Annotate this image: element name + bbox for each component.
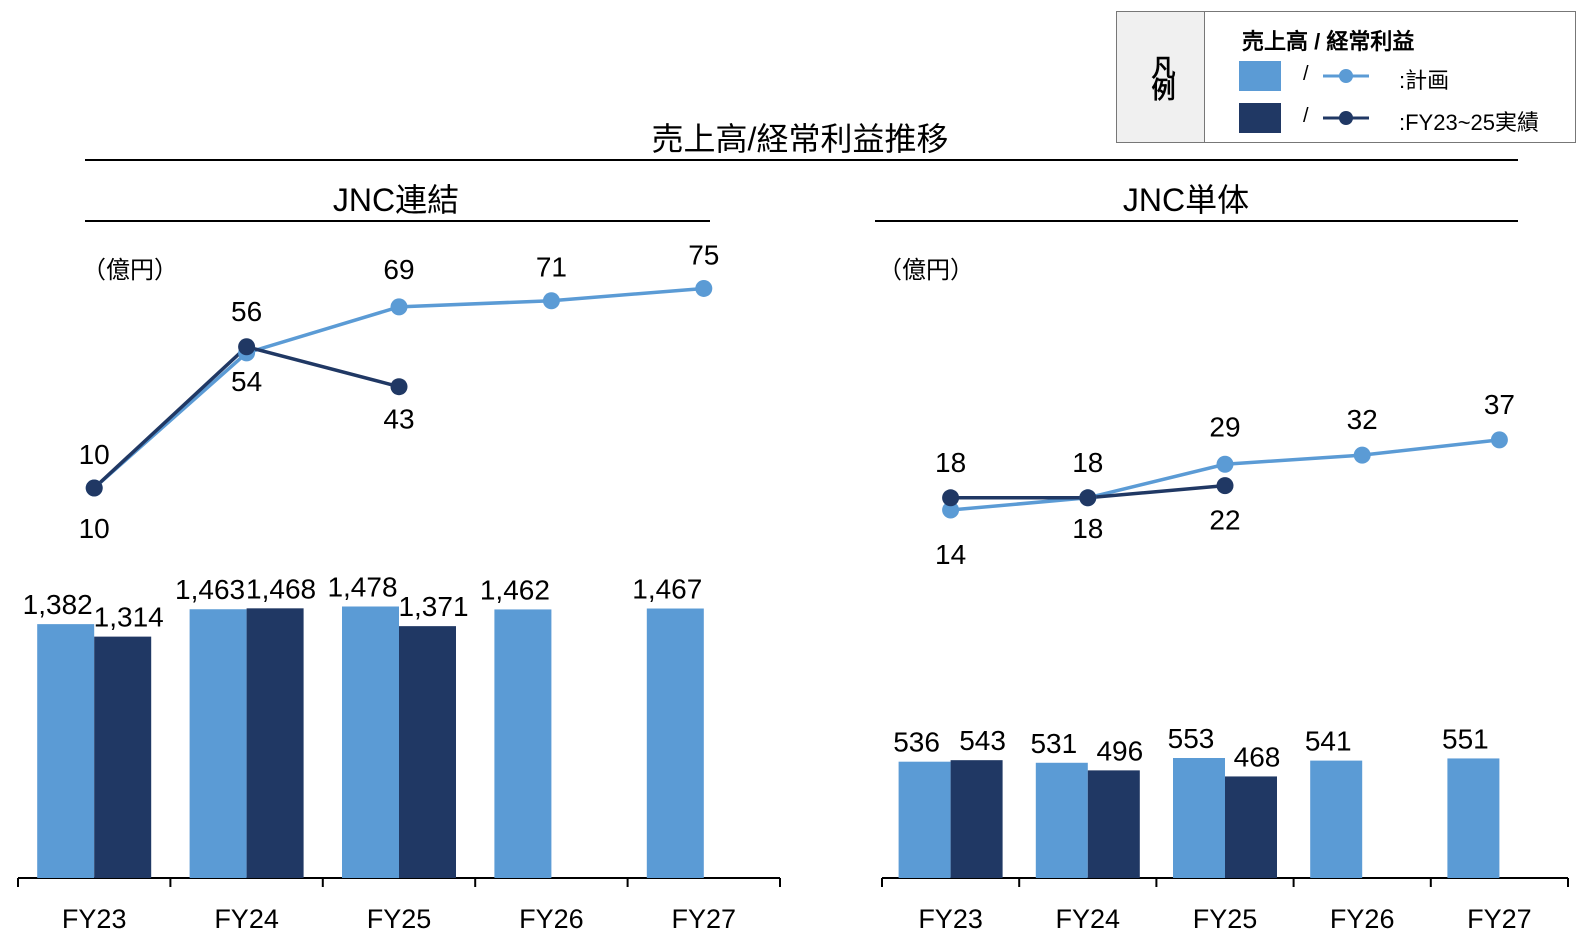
line-data-label: 18 <box>1072 513 1103 544</box>
legend-actual-bar-swatch <box>1239 103 1281 133</box>
line-data-label: 32 <box>1347 404 1378 435</box>
bar <box>189 609 247 878</box>
line-point <box>85 479 103 497</box>
bar <box>246 608 304 878</box>
bar <box>399 626 456 878</box>
line-point <box>1079 489 1097 507</box>
x-tick-label: FY26 <box>519 904 584 934</box>
x-tick-label: FY25 <box>367 904 432 934</box>
line-data-label: 18 <box>1072 447 1103 478</box>
bar <box>1173 757 1225 878</box>
main-title: 売上高/経常利益推移 <box>652 121 949 157</box>
line-data-label: 18 <box>935 447 966 478</box>
line-data-label: 54 <box>231 366 262 397</box>
x-tick-label: FY27 <box>1467 904 1532 934</box>
x-tick-label: FY24 <box>1056 904 1121 934</box>
x-tick-label: FY23 <box>918 904 983 934</box>
bar-data-label: 1,371 <box>398 591 468 622</box>
line-data-label: 69 <box>383 254 414 285</box>
x-tick-label: FY23 <box>62 904 127 934</box>
x-tick-label: FY25 <box>1193 904 1258 934</box>
bar-data-label: 541 <box>1305 726 1352 757</box>
line-point <box>942 489 960 507</box>
bar <box>342 606 399 878</box>
legend-row-plan: / :計画 <box>1239 59 1569 93</box>
line-point <box>1490 431 1508 449</box>
line-point <box>390 378 408 396</box>
line-point <box>238 338 256 356</box>
bar-data-label: 543 <box>959 725 1006 756</box>
line-point <box>390 298 408 316</box>
legend-header: 凡例 <box>1117 12 1205 142</box>
line-data-label: 22 <box>1209 505 1240 536</box>
bar <box>1447 758 1500 878</box>
bar-data-label: 1,467 <box>632 574 702 605</box>
legend-actual-line-swatch <box>1323 111 1369 125</box>
line-data-label: 37 <box>1484 389 1515 420</box>
unit-label: （億円） <box>82 257 178 284</box>
legend-header-text: 凡例 <box>1147 55 1174 99</box>
panel-title: JNC単体 <box>1123 182 1249 218</box>
bar <box>37 624 95 878</box>
bar-data-label: 1,382 <box>23 589 93 620</box>
bar <box>1035 762 1088 878</box>
legend-separator: / <box>1303 63 1309 85</box>
line-point <box>1216 477 1234 495</box>
line-point <box>1216 455 1234 473</box>
bar-data-label: 536 <box>893 727 940 758</box>
legend-separator: / <box>1303 105 1309 127</box>
panel-title: JNC連結 <box>333 182 459 218</box>
line-data-label: 75 <box>688 239 719 270</box>
bar-data-label: 531 <box>1030 728 1077 759</box>
legend-row-actual: / :FY23~25実績 <box>1239 101 1569 135</box>
bar <box>1225 776 1277 878</box>
bar-data-label: 551 <box>1442 723 1489 754</box>
bar <box>1310 760 1363 878</box>
bar-data-label: 1,314 <box>94 602 164 633</box>
bar <box>898 761 951 878</box>
bar-data-label: 1,462 <box>480 574 550 605</box>
unit-label: （億円） <box>878 257 974 284</box>
line-point <box>942 501 960 519</box>
bar-data-label: 553 <box>1168 723 1215 754</box>
legend-actual-label: :FY23~25実績 <box>1399 110 1540 135</box>
bar-data-label: 1,468 <box>246 573 316 604</box>
line-point <box>695 279 713 297</box>
legend-plan-label: :計画 <box>1399 68 1450 93</box>
line-data-label: 56 <box>231 296 262 327</box>
x-tick-label: FY24 <box>214 904 279 934</box>
bar <box>646 608 704 878</box>
legend-plan-line-swatch <box>1323 69 1369 83</box>
line-data-label: 14 <box>935 539 966 570</box>
line-point <box>1353 446 1371 464</box>
x-tick-label: FY27 <box>672 904 737 934</box>
bar <box>950 760 1003 878</box>
bar <box>1087 770 1140 878</box>
line-data-label: 29 <box>1209 411 1240 442</box>
line-data-label: 10 <box>79 513 110 544</box>
bar <box>94 636 152 878</box>
legend-title: 売上高 / 経常利益 <box>1242 29 1415 54</box>
line-data-label: 71 <box>536 252 567 283</box>
x-tick-label: FY26 <box>1330 904 1395 934</box>
legend: 凡例 売上高 / 経常利益 / :計画 / :FY23~25実績 <box>1116 11 1576 143</box>
bar <box>494 609 552 878</box>
bar-data-label: 496 <box>1096 735 1143 766</box>
bar-data-label: 1,463 <box>175 574 245 605</box>
line-data-label: 43 <box>383 404 414 435</box>
legend-plan-bar-swatch <box>1239 61 1281 91</box>
bar-data-label: 468 <box>1234 741 1281 772</box>
line-point <box>542 292 560 310</box>
line-data-label: 10 <box>79 439 110 470</box>
bar-data-label: 1,478 <box>327 571 397 602</box>
